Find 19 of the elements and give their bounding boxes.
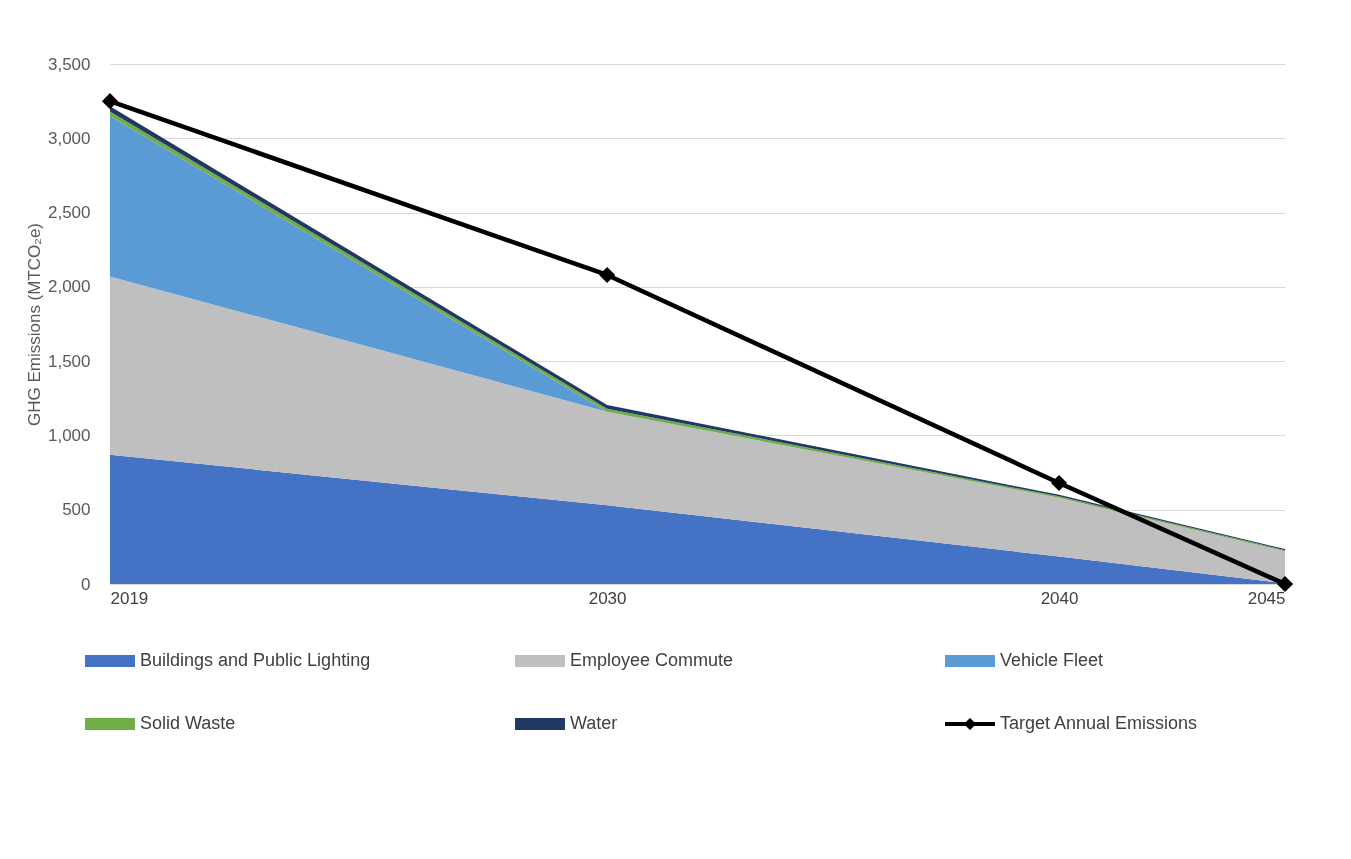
legend-label: Buildings and Public Lighting	[140, 650, 371, 670]
y-tick-label: 3,000	[47, 128, 91, 148]
y-tick-label: 1,000	[47, 425, 91, 445]
legend-label: Solid Waste	[140, 713, 236, 733]
y-tick-label: 1,500	[47, 351, 91, 371]
x-tick-label: 2030	[588, 588, 627, 608]
y-tick-label: 2,500	[47, 203, 91, 223]
x-tick-label: 2019	[110, 588, 149, 608]
y-tick-label: 2,000	[47, 277, 91, 297]
x-tick-label: 2040	[1040, 588, 1079, 608]
legend-label: Water	[570, 713, 618, 733]
y-tick-label: 0	[81, 574, 91, 594]
y-tick-label: 3,500	[47, 54, 91, 74]
y-tick-label: 500	[62, 500, 91, 520]
legend-label: Employee Commute	[570, 650, 734, 670]
legend-label: Vehicle Fleet	[1000, 650, 1104, 670]
x-tick-label: 2045	[1247, 588, 1286, 608]
y-axis-title: GHG Emissions (MTCO₂e)	[24, 222, 44, 427]
legend-label: Target Annual Emissions	[1000, 713, 1198, 733]
